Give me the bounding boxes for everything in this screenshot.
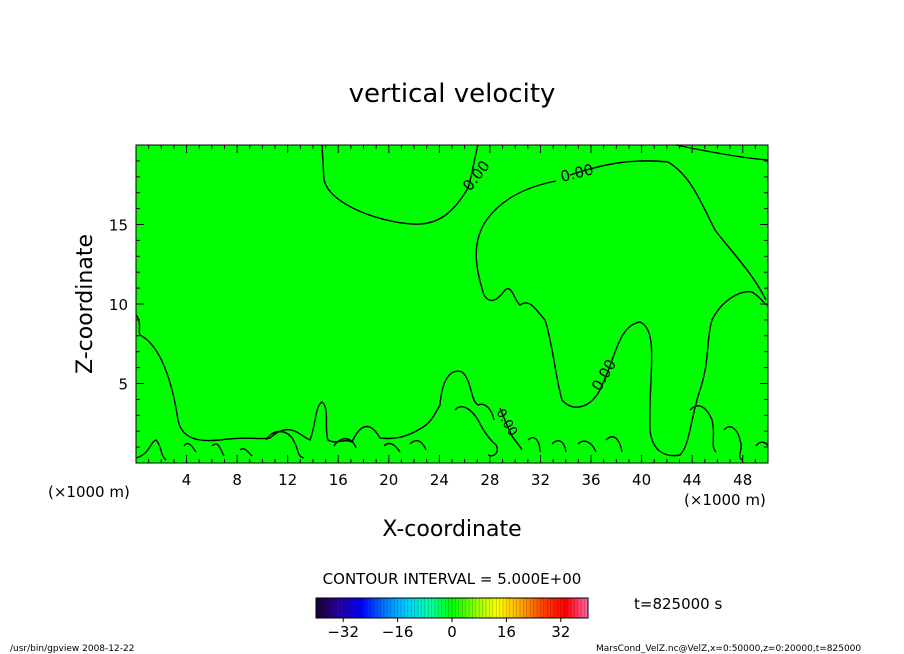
colorbar-tick-label: 32 <box>551 623 570 641</box>
y-tick-label: 15 <box>109 217 128 235</box>
x-tick-label: 16 <box>329 471 348 489</box>
chart-title: vertical velocity <box>349 79 556 109</box>
footer-right: MarsCond_VelZ.nc@VelZ,x=0:50000,z=0:2000… <box>596 644 861 654</box>
contour-line-dashes <box>499 407 523 451</box>
time-label: t=825000 s <box>634 595 722 613</box>
colorbar-stripes <box>319 598 585 618</box>
x-unit-right: (×1000 m) <box>684 491 766 509</box>
contour-line-upper-bowl <box>321 144 479 225</box>
contour-lines <box>135 144 769 461</box>
contour-line-topright <box>675 144 769 161</box>
colorbar-ticks: −32 −16 0 16 32 <box>327 618 570 641</box>
x-unit-left: (×1000 m) <box>48 483 130 501</box>
colorbar: −32 −16 0 16 32 <box>315 597 589 641</box>
x-axis: 4 8 12 16 20 24 28 32 36 40 44 48 <box>148 145 756 489</box>
x-tick-label: 44 <box>683 471 702 489</box>
x-tick-label: 20 <box>379 471 398 489</box>
x-tick-label: 48 <box>733 471 752 489</box>
x-tick-label: 12 <box>278 471 297 489</box>
contour-line-arch-top <box>569 160 767 301</box>
contour-line-arch <box>475 180 769 457</box>
x-tick-label: 32 <box>531 471 550 489</box>
y-tick-label: 10 <box>109 296 128 314</box>
x-axis-label: X-coordinate <box>382 517 521 542</box>
x-tick-label: 28 <box>480 471 499 489</box>
colorbar-tick-label: 16 <box>497 623 516 641</box>
x-tick-label: 36 <box>581 471 600 489</box>
y-tick-label: 5 <box>118 376 128 394</box>
contour-line-left <box>135 314 495 443</box>
colorbar-tick-label: 0 <box>447 623 457 641</box>
footer-left: /usr/bin/gpview 2008-12-22 <box>10 644 134 654</box>
x-tick-label: 8 <box>232 471 242 489</box>
y-axis-label: Z-coordinate <box>73 234 98 374</box>
x-tick-label: 24 <box>430 471 449 489</box>
plot-area <box>136 145 768 463</box>
x-tick-label: 4 <box>182 471 192 489</box>
contour-line-bottom <box>135 405 769 461</box>
y-axis: 5 10 15 <box>109 160 768 448</box>
colorbar-tick-label: −32 <box>327 623 359 641</box>
colorbar-tick-label: −16 <box>382 623 414 641</box>
contour-line-cell-center <box>454 406 498 457</box>
x-tick-label: 40 <box>632 471 651 489</box>
contour-interval: CONTOUR INTERVAL = 5.000E+00 <box>323 570 582 588</box>
